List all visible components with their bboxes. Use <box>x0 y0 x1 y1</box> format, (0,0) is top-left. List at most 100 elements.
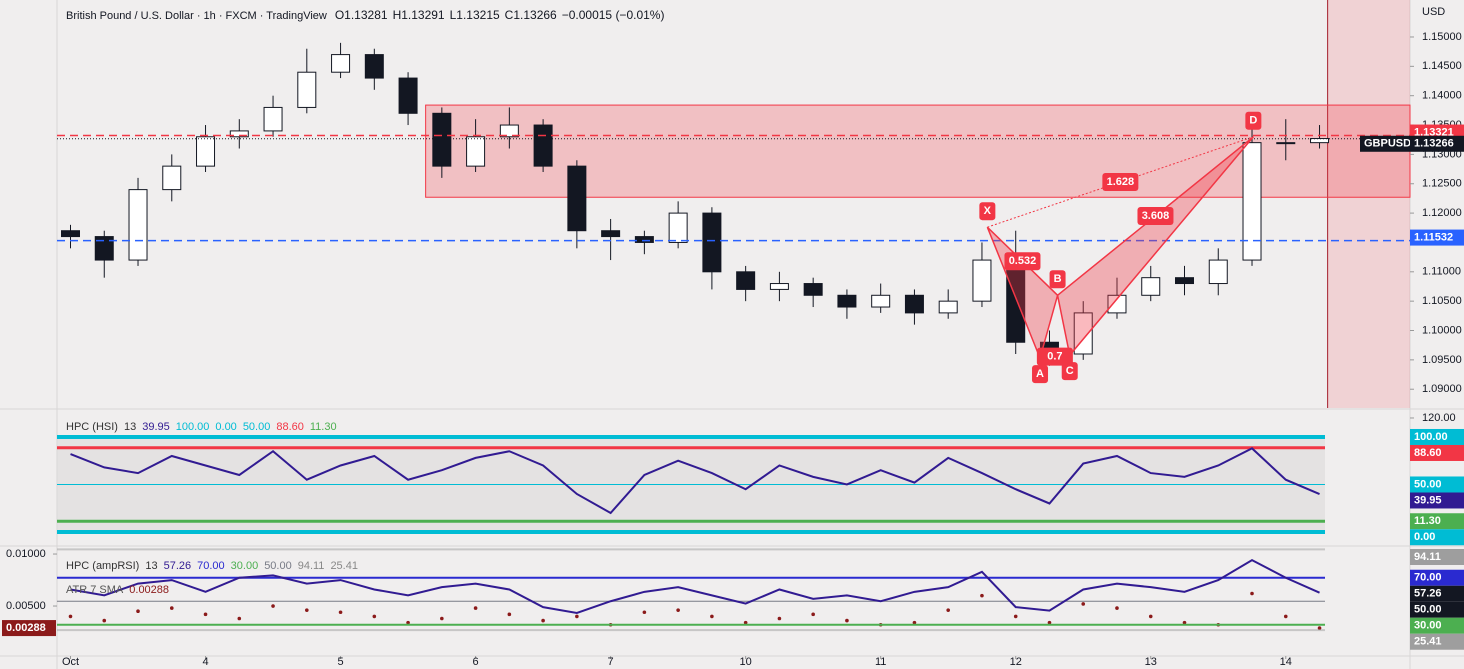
atr-dot <box>1081 602 1086 606</box>
symbol-tag <box>1360 135 1410 152</box>
ratio-label: 0.7 <box>1047 351 1062 363</box>
legend-item: ATR 7 SMA <box>66 584 124 596</box>
symbol-tag-label: GBPUSD <box>1364 138 1411 150</box>
pattern-point <box>1245 111 1262 130</box>
quote-value: L1.13215 <box>450 8 500 22</box>
atr-dot <box>507 612 512 617</box>
pattern-point-label: B <box>1054 273 1062 285</box>
x-tick-label: 11 <box>875 656 886 668</box>
currency: USD <box>1422 6 1445 18</box>
pane-legend: HPC (ampRSI) 13 57.26 70.00 30.00 50.00 94.11 2… <box>66 560 358 572</box>
atr-dot <box>676 608 680 612</box>
title: British Pound / U.S. Dollar · 1h · FXCM … <box>66 8 664 22</box>
candle-body <box>499 124 519 138</box>
candle-body <box>702 212 722 273</box>
x-tick-label: 13 <box>1145 656 1157 668</box>
axis-badge <box>1410 476 1464 493</box>
legend-item: HPC (ampRSI) <box>66 560 139 572</box>
candle-body <box>904 294 924 314</box>
pattern-point <box>1049 270 1066 289</box>
pattern-point-label: X <box>984 205 992 217</box>
legend-item: 13 <box>124 421 136 433</box>
candle-body <box>634 236 654 243</box>
atr-dot <box>1148 614 1153 619</box>
axis-badge-label: 0.00 <box>1414 531 1435 543</box>
axis-badge <box>1410 135 1464 152</box>
indicator-line <box>70 447 1320 515</box>
candle-body <box>297 71 317 108</box>
axis-badge-label: 50.00 <box>1414 478 1442 490</box>
pattern-point-label: A <box>1036 368 1044 380</box>
legend-item: 30.00 <box>231 560 259 572</box>
axis-badge-label: 25.41 <box>1414 636 1442 648</box>
axis-badge-label: 30.00 <box>1414 620 1442 632</box>
atr-dot <box>305 608 309 612</box>
atr-dot <box>912 620 917 625</box>
atr-dot <box>1283 614 1288 619</box>
x-tick-label: 5 <box>338 656 344 668</box>
axis-badge <box>1410 229 1464 246</box>
legend-item: 88.60 <box>276 421 304 433</box>
y-tick-label: 1.09000 <box>1422 383 1462 395</box>
x-tick-label: 12 <box>1010 656 1022 668</box>
candle-body <box>398 77 418 114</box>
y-tick-label: 0.01000 <box>6 548 46 560</box>
x-tick-label: 10 <box>740 656 752 668</box>
axis-badge <box>1410 549 1464 565</box>
pattern-point-label: D <box>1249 115 1257 127</box>
candle-body <box>972 259 992 302</box>
axis-badge <box>1410 428 1464 445</box>
atr-dot <box>372 614 377 619</box>
x-tick-label: 14 <box>1280 656 1292 668</box>
atr-dot <box>811 612 815 617</box>
candle-body <box>466 136 486 167</box>
candle-body <box>94 236 114 261</box>
candle-body <box>1208 259 1228 285</box>
atr-dot <box>338 610 343 615</box>
candle-body <box>432 112 452 167</box>
axis-badge-label: 1.11532 <box>1414 231 1453 243</box>
atr-dot <box>1047 620 1052 625</box>
atr-dot <box>1115 606 1119 610</box>
axis-badge <box>1410 617 1464 634</box>
axis-badge <box>1410 601 1464 618</box>
ratio-badge <box>1036 347 1073 366</box>
candle-body <box>1276 142 1296 145</box>
atr-dot <box>575 614 579 619</box>
quote-value: −0.00015 (−0.01%) <box>562 8 665 22</box>
candle-body <box>601 230 621 238</box>
legend-item: 11.30 <box>310 421 337 433</box>
y-tick-label: 1.12500 <box>1422 178 1462 190</box>
y-tick-label: 0.00500 <box>6 600 46 612</box>
axis-badge-label: 100.00 <box>1414 431 1448 443</box>
axis-badge <box>1410 444 1464 461</box>
axis-badge <box>1410 492 1464 509</box>
axis-badge <box>1410 529 1464 546</box>
axis-badge-label: 50.00 <box>1414 604 1442 616</box>
ratio-label: 1.628 <box>1107 176 1135 188</box>
atr-dot <box>710 614 714 619</box>
legend-item: 50.00 <box>243 421 271 433</box>
candle-body <box>364 54 384 79</box>
y-tick-label: 1.09500 <box>1422 354 1462 366</box>
atr-dot <box>1013 614 1018 619</box>
y-tick-label: 1.14500 <box>1422 60 1462 72</box>
axis-badge <box>2 620 56 637</box>
axis-badge-label: 39.95 <box>1414 494 1442 506</box>
axis-badge-label: 88.60 <box>1414 447 1442 459</box>
legend-item: HPC (HSI) <box>66 421 118 433</box>
candle-body <box>533 124 553 167</box>
candle-body <box>837 294 857 308</box>
ratio-badge <box>1137 207 1174 226</box>
atr-dot <box>743 620 748 625</box>
candle-body <box>668 212 688 243</box>
title-text: British Pound / U.S. Dollar · 1h · FXCM … <box>66 10 327 22</box>
atr-dot <box>169 606 174 610</box>
axis-badge <box>1410 633 1464 650</box>
atr-dot <box>980 593 984 598</box>
quote-value: O1.13281 <box>335 8 388 22</box>
atr-dot <box>102 618 107 623</box>
atr-dot <box>642 610 647 615</box>
x-tick-label: Oct <box>62 656 79 668</box>
